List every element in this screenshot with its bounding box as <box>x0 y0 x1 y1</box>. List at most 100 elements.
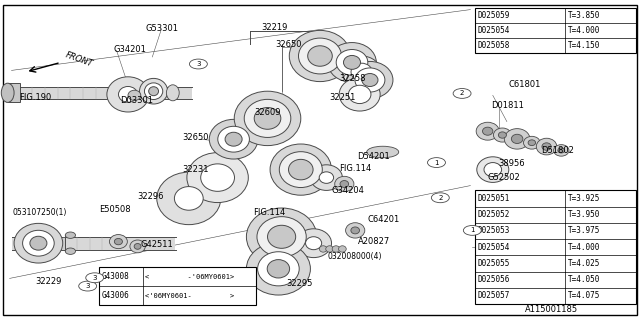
Text: G43008: G43008 <box>102 272 129 281</box>
Ellipse shape <box>332 246 340 252</box>
Ellipse shape <box>115 238 122 245</box>
Text: D03301: D03301 <box>120 96 154 105</box>
Text: D025051: D025051 <box>477 194 510 203</box>
Text: 2: 2 <box>438 195 442 201</box>
Text: D025054: D025054 <box>477 243 510 252</box>
Ellipse shape <box>225 132 242 146</box>
Ellipse shape <box>65 248 76 254</box>
Ellipse shape <box>157 172 221 225</box>
Text: G34201: G34201 <box>114 45 147 54</box>
Ellipse shape <box>476 122 499 140</box>
Ellipse shape <box>528 140 536 146</box>
Text: T=3.950: T=3.950 <box>568 210 600 219</box>
Ellipse shape <box>209 119 258 159</box>
Ellipse shape <box>86 273 104 283</box>
Ellipse shape <box>166 85 179 101</box>
Ellipse shape <box>326 246 333 252</box>
Text: T=4.050: T=4.050 <box>568 275 600 284</box>
Ellipse shape <box>109 235 127 249</box>
Bar <box>99 267 256 305</box>
Text: D025059: D025059 <box>477 11 510 20</box>
Text: T=3.975: T=3.975 <box>568 227 600 236</box>
Ellipse shape <box>268 260 289 278</box>
Text: 2: 2 <box>460 91 464 96</box>
Text: E50508: E50508 <box>99 205 131 214</box>
Text: 32258: 32258 <box>339 74 365 83</box>
Ellipse shape <box>339 246 346 252</box>
Text: A115001185: A115001185 <box>525 305 578 314</box>
Text: G34204: G34204 <box>332 186 364 195</box>
Ellipse shape <box>524 136 540 149</box>
Text: 32231: 32231 <box>182 165 209 174</box>
Ellipse shape <box>296 229 332 258</box>
Ellipse shape <box>431 193 449 203</box>
Ellipse shape <box>499 132 506 138</box>
Ellipse shape <box>30 236 47 250</box>
Ellipse shape <box>189 59 207 69</box>
Text: T=4.075: T=4.075 <box>568 292 600 300</box>
Text: D01811: D01811 <box>492 101 524 110</box>
Ellipse shape <box>128 90 141 100</box>
Ellipse shape <box>319 246 327 252</box>
Text: FIG.114: FIG.114 <box>253 208 285 217</box>
Ellipse shape <box>140 78 168 104</box>
Ellipse shape <box>319 172 333 183</box>
Text: 3: 3 <box>196 61 201 67</box>
Text: T=3.850: T=3.850 <box>568 11 600 20</box>
Text: D025052: D025052 <box>477 210 510 219</box>
Ellipse shape <box>218 126 250 152</box>
Text: 32650: 32650 <box>182 133 209 142</box>
Ellipse shape <box>542 143 551 150</box>
Text: 32650: 32650 <box>275 40 301 49</box>
Ellipse shape <box>308 46 332 66</box>
Text: 38956: 38956 <box>498 159 525 168</box>
Ellipse shape <box>483 127 493 135</box>
Text: T=3.925: T=3.925 <box>568 194 600 203</box>
Ellipse shape <box>187 153 248 203</box>
Ellipse shape <box>268 225 296 248</box>
Text: 032008000(4): 032008000(4) <box>328 252 382 260</box>
Ellipse shape <box>234 91 301 146</box>
Ellipse shape <box>107 77 149 112</box>
Text: D025055: D025055 <box>477 259 510 268</box>
Text: D54201: D54201 <box>357 152 390 161</box>
Ellipse shape <box>348 85 371 104</box>
Ellipse shape <box>367 146 399 158</box>
Ellipse shape <box>298 38 342 74</box>
Text: C64201: C64201 <box>368 215 400 224</box>
Ellipse shape <box>305 237 322 250</box>
Bar <box>475 8 636 53</box>
Text: T=4.025: T=4.025 <box>568 259 600 268</box>
Ellipse shape <box>328 43 376 82</box>
Ellipse shape <box>558 148 564 153</box>
Ellipse shape <box>346 223 365 238</box>
Ellipse shape <box>493 128 511 142</box>
Ellipse shape <box>254 108 281 129</box>
Text: <         -'06MY0601>: < -'06MY0601> <box>145 274 234 280</box>
Text: D025054: D025054 <box>477 26 510 35</box>
Ellipse shape <box>130 240 145 253</box>
Text: D025057: D025057 <box>477 292 510 300</box>
Bar <box>10 87 192 99</box>
Ellipse shape <box>310 165 342 190</box>
Text: 32229: 32229 <box>35 277 61 286</box>
Text: <'06MY0601-         >: <'06MY0601- > <box>145 292 234 299</box>
Ellipse shape <box>484 163 502 177</box>
Text: 32296: 32296 <box>138 192 164 201</box>
Text: 053107250(1): 053107250(1) <box>13 208 67 217</box>
Ellipse shape <box>362 74 378 86</box>
Ellipse shape <box>134 244 141 249</box>
Ellipse shape <box>355 68 385 92</box>
Ellipse shape <box>428 158 445 167</box>
Ellipse shape <box>148 87 159 96</box>
Bar <box>8 83 20 102</box>
Ellipse shape <box>336 50 368 75</box>
Ellipse shape <box>118 86 138 102</box>
Ellipse shape <box>145 83 163 100</box>
Ellipse shape <box>340 180 349 188</box>
Text: 32251: 32251 <box>330 93 356 102</box>
Text: G53301: G53301 <box>146 24 179 33</box>
Text: 3: 3 <box>85 283 90 289</box>
Ellipse shape <box>347 61 393 99</box>
Text: 1: 1 <box>470 228 475 233</box>
